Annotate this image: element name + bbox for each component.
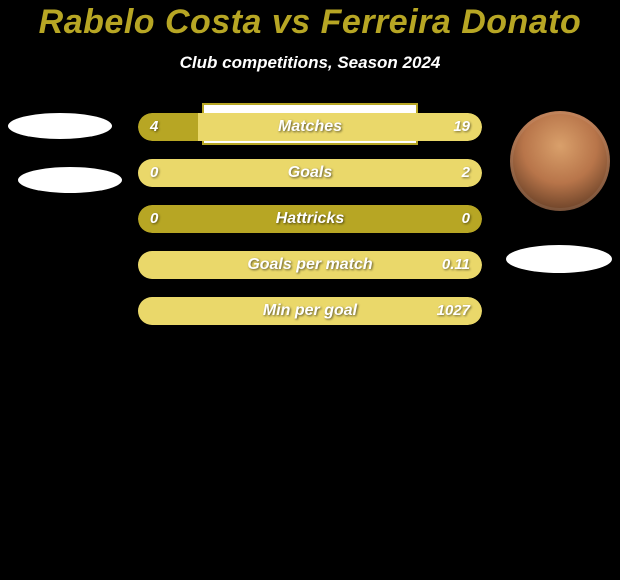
- player-left-name-ellipse-1: [8, 113, 112, 139]
- player-left-name-ellipse-2: [18, 167, 122, 193]
- stat-row: 00Hattricks: [138, 205, 482, 233]
- page-title: Rabelo Costa vs Ferreira Donato: [0, 4, 620, 41]
- stat-row: 1027Min per goal: [138, 297, 482, 325]
- stats-list: 419Matches 02Goals 00Hattricks 0.11Goals pe…: [138, 113, 482, 343]
- player-right-name-ellipse: [506, 245, 612, 273]
- player-right-avatar: [510, 111, 610, 211]
- stat-fill-right: [138, 297, 482, 325]
- stat-row: 0.11Goals per match: [138, 251, 482, 279]
- stat-fill-neutral: [138, 205, 482, 233]
- stat-row: 419Matches: [138, 113, 482, 141]
- stat-fill-right: [138, 251, 482, 279]
- stat-fill-left: [138, 113, 198, 141]
- stat-row: 02Goals: [138, 159, 482, 187]
- stat-fill-right: [198, 113, 482, 141]
- page-subtitle: Club competitions, Season 2024: [0, 53, 620, 73]
- comparison-content: 419Matches 02Goals 00Hattricks 0.11Goals pe…: [0, 103, 620, 463]
- stat-fill-right: [138, 159, 482, 187]
